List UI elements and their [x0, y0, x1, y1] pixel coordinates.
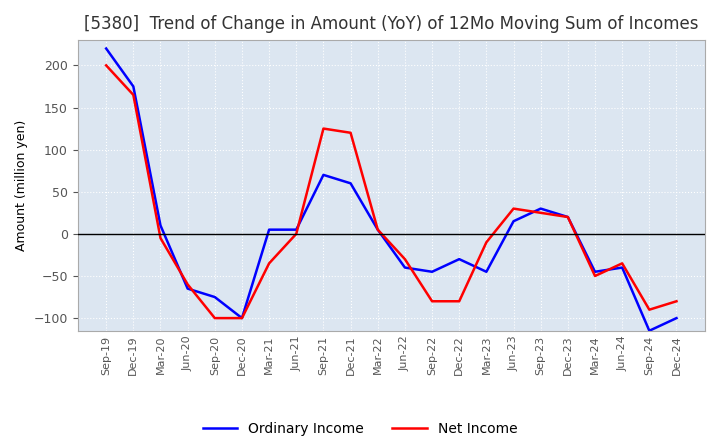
Net Income [184, 282, 192, 287]
Net Income [129, 92, 138, 98]
Ordinary Income [428, 269, 436, 275]
Title: [5380]  Trend of Change in Amount (YoY) of 12Mo Moving Sum of Incomes: [5380] Trend of Change in Amount (YoY) o… [84, 15, 698, 33]
Y-axis label: Amount (million yen): Amount (million yen) [15, 120, 28, 251]
Net Income [102, 63, 110, 68]
Ordinary Income [618, 265, 626, 270]
Net Income [319, 126, 328, 131]
Ordinary Income [374, 227, 382, 232]
Ordinary Income [536, 206, 545, 211]
Net Income [428, 299, 436, 304]
Ordinary Income [238, 315, 246, 321]
Net Income [292, 231, 300, 237]
Net Income [645, 307, 654, 312]
Ordinary Income [292, 227, 300, 232]
Net Income [238, 315, 246, 321]
Line: Ordinary Income: Ordinary Income [106, 48, 677, 331]
Ordinary Income [265, 227, 274, 232]
Legend: Ordinary Income, Net Income: Ordinary Income, Net Income [197, 417, 523, 440]
Ordinary Income [590, 269, 599, 275]
Ordinary Income [210, 294, 219, 300]
Line: Net Income: Net Income [106, 66, 677, 318]
Net Income [156, 235, 165, 241]
Ordinary Income [184, 286, 192, 291]
Net Income [482, 240, 491, 245]
Ordinary Income [672, 315, 681, 321]
Ordinary Income [482, 269, 491, 275]
Net Income [536, 210, 545, 216]
Ordinary Income [455, 257, 464, 262]
Net Income [210, 315, 219, 321]
Net Income [346, 130, 355, 136]
Ordinary Income [564, 214, 572, 220]
Net Income [590, 273, 599, 279]
Net Income [455, 299, 464, 304]
Ordinary Income [645, 328, 654, 334]
Net Income [672, 299, 681, 304]
Ordinary Income [102, 46, 110, 51]
Ordinary Income [319, 172, 328, 177]
Net Income [564, 214, 572, 220]
Net Income [618, 261, 626, 266]
Net Income [400, 257, 409, 262]
Ordinary Income [129, 84, 138, 89]
Ordinary Income [509, 219, 518, 224]
Ordinary Income [346, 181, 355, 186]
Net Income [265, 261, 274, 266]
Ordinary Income [156, 223, 165, 228]
Ordinary Income [400, 265, 409, 270]
Net Income [374, 227, 382, 232]
Net Income [509, 206, 518, 211]
